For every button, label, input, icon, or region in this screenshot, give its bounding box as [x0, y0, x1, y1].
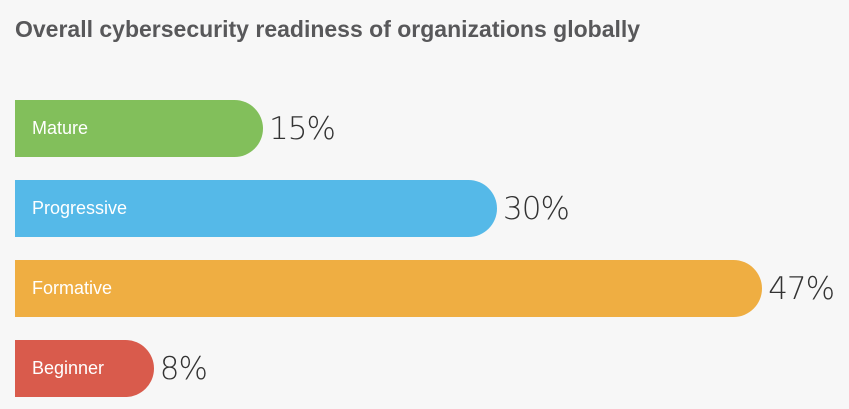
bar-formative: Formative — [15, 260, 763, 317]
bar-mature: Mature — [15, 100, 263, 157]
bar-beginner: Beginner — [15, 340, 154, 397]
value-label: 47% — [768, 271, 835, 307]
chart-title: Overall cybersecurity readiness of organ… — [15, 16, 641, 42]
bar-progressive: Progressive — [15, 180, 497, 237]
category-label: Formative — [32, 278, 113, 298]
category-label: Mature — [32, 118, 89, 138]
value-label: 8% — [159, 351, 208, 387]
category-label: Beginner — [32, 358, 105, 378]
category-label: Progressive — [32, 198, 128, 218]
value-label: 30% — [503, 191, 570, 227]
value-label: 15% — [269, 111, 336, 147]
